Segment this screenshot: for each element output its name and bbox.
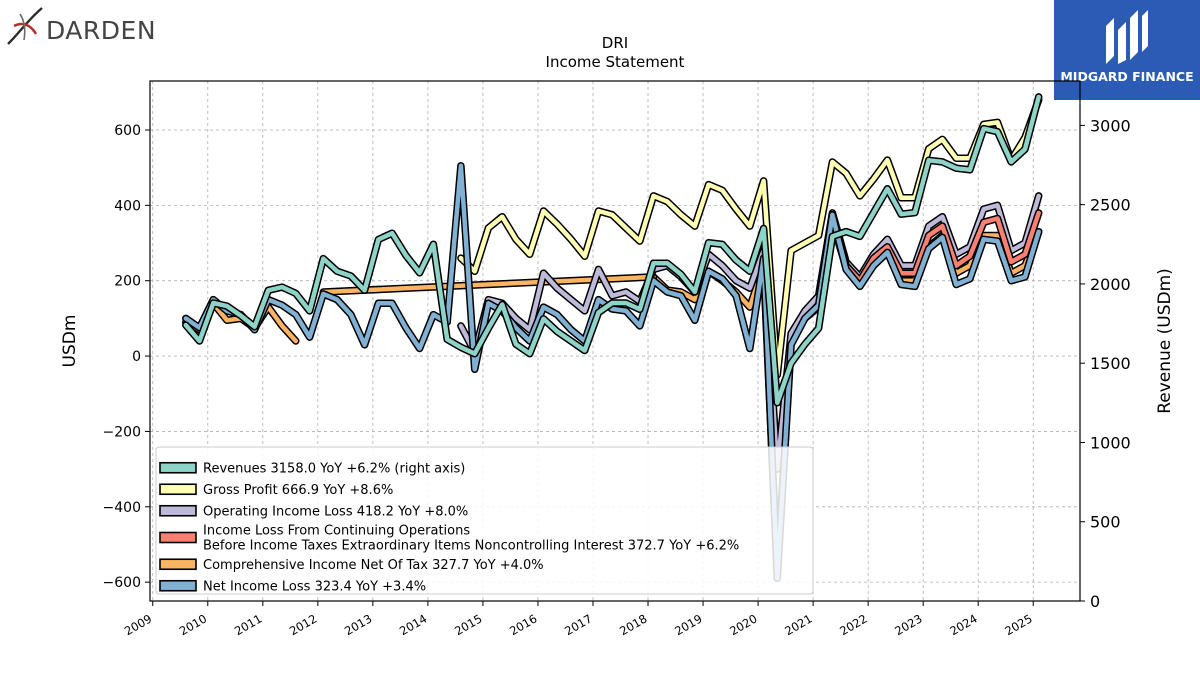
right-tick-label: 1000 [1090,433,1131,452]
x-tick-label: 2009 [122,611,154,638]
x-tick-label: 2013 [342,611,374,638]
midgard-finance-logo: MIDGARD FINANCE [1054,0,1200,100]
legend-label: Gross Profit 666.9 YoY +8.6% [203,483,393,498]
left-tick-label: 200 [114,274,141,290]
series-line-operating-income-loss [458,193,1041,472]
y-axis-label: USDm [60,315,80,368]
left-tick-label: 0 [132,349,141,365]
series-lines [182,93,1043,583]
chart-title: DRI [602,34,628,52]
darden-mark-icon [7,7,43,45]
x-tick-label: 2011 [232,611,264,638]
right-axis: 0 500 1000 1500 2000 2500 3000 [1080,116,1131,611]
legend-swatch [159,579,197,592]
x-tick-label: 2022 [837,611,869,638]
series-line-revenues [183,94,1041,406]
legend-swatch [159,504,197,517]
darden-logo-text: DARDEN [46,16,157,45]
y2-axis-label: Revenue (USDm) [1155,268,1175,414]
left-tick-label: −600 [103,575,141,591]
x-tick-label: 2012 [287,611,319,638]
legend-label: Comprehensive Income Net Of Tax 327.7 Yo… [203,558,544,573]
darden-logo: DARDEN [6,6,176,48]
legend-label: Net Income Loss 323.4 YoY +3.4% [203,579,426,594]
x-tick-label: 2025 [1002,611,1034,638]
x-tick-label: 2024 [947,611,979,638]
legend: Revenues 3158.0 YoY +6.2% (right axis) Gr… [155,446,814,595]
midgard-m-icon [1106,10,1148,64]
legend-swatch [159,461,197,474]
x-tick-label: 2015 [452,611,484,638]
left-tick-label: −200 [103,424,141,440]
x-tick-label: 2019 [672,611,704,638]
left-axis: −600 −400 −200 0 200 400 600 [103,123,150,591]
right-tick-label: 2500 [1090,196,1131,215]
left-tick-label: 400 [114,198,141,214]
midgard-finance-logo-text: MIDGARD FINANCE [1060,69,1194,84]
x-tick-label: 2020 [727,611,759,638]
right-tick-label: 500 [1090,513,1121,532]
legend-label: Revenues 3158.0 YoY +6.2% (right axis) [203,461,465,476]
right-tick-label: 2000 [1090,275,1131,294]
plot-frame [149,80,1081,602]
right-tick-label: 0 [1090,592,1100,611]
legend-swatch [159,558,197,571]
x-tick-label: 2014 [397,611,429,638]
left-tick-label: 600 [114,123,141,139]
x-tick-label: 2018 [617,611,649,638]
right-tick-label: 1500 [1090,354,1131,373]
series-line-gross-profit [458,97,1041,378]
x-tick-label: 2010 [177,611,209,638]
series-line-revenues-outline [182,93,1043,407]
legend-label: Operating Income Loss 418.2 YoY +8.0% [203,504,468,519]
legend-swatch [159,483,197,496]
x-axis: 2009 2010 2011 2012 2013 2014 2015 2016 2017 2018… [122,601,1035,638]
legend-swatch [159,531,197,544]
chart-subtitle: Income Statement [546,53,685,71]
left-tick-label: −400 [103,500,141,516]
series-line-net-income-loss [183,163,1041,581]
right-tick-label: 3000 [1090,116,1131,135]
x-tick-label: 2017 [562,611,594,638]
x-tick-label: 2021 [782,611,814,638]
x-tick-label: 2023 [892,611,924,638]
legend-box [155,446,814,595]
x-tick-label: 2016 [507,611,539,638]
legend-label: Income Loss From Continuing Operations Be… [203,524,739,554]
